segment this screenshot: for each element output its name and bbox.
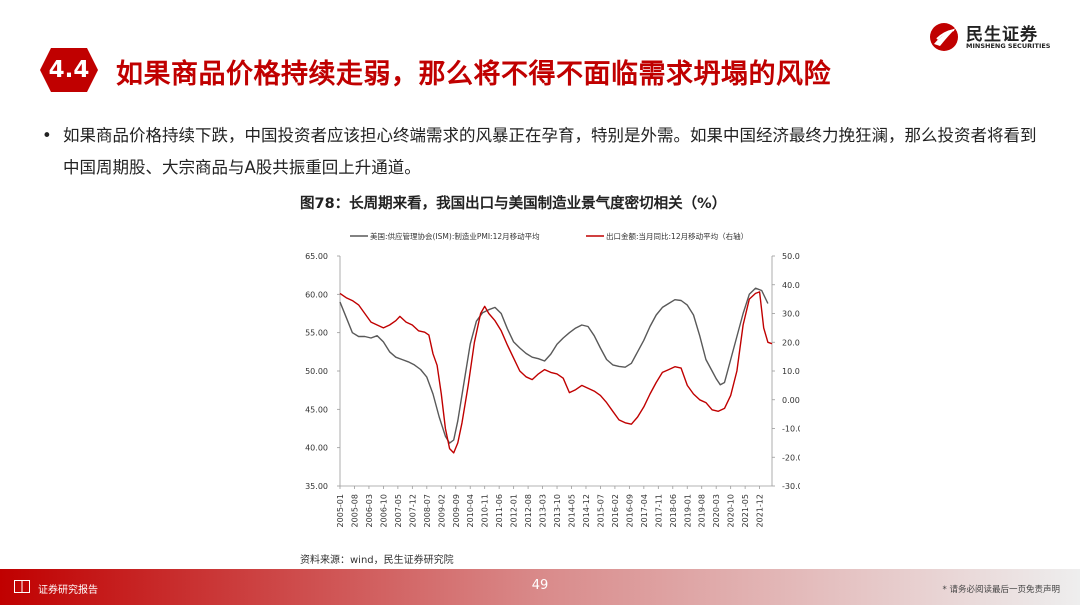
x-axis-tick-label: 2007-05 bbox=[394, 494, 403, 527]
right-axis-tick-label: 40.00 bbox=[782, 281, 800, 290]
x-axis-tick-label: 2014-05 bbox=[568, 494, 577, 527]
x-axis-tick-label: 2008-07 bbox=[423, 494, 432, 527]
footer-bar: 证券研究报告 49 * 请务必阅读最后一页免责声明 bbox=[0, 569, 1080, 605]
series-line-us-ism-pmi bbox=[339, 287, 769, 444]
right-axis-tick-label: -20.00 bbox=[782, 453, 800, 462]
x-axis-tick-label: 2021-12 bbox=[756, 494, 765, 527]
brand-name: 民生证券 bbox=[966, 25, 1038, 45]
series-line-china-export-yoy bbox=[339, 291, 773, 454]
left-axis-tick-label: 50.00 bbox=[305, 367, 328, 376]
page-title: 如果商品价格持续走弱，那么将不得不面临需求坍塌的风险 bbox=[116, 59, 831, 90]
left-axis-tick-label: 35.00 bbox=[305, 482, 328, 491]
chart-legend: 美国:供应管理协会(ISM):制造业PMI:12月移动平均 出口金额:当月同比:… bbox=[350, 231, 748, 241]
x-axis-tick-label: 2005-08 bbox=[350, 494, 359, 527]
x-axis-tick-label: 2013-03 bbox=[539, 494, 548, 527]
brand-name-en: MINSHENG SECURITIES bbox=[966, 42, 1051, 50]
x-axis-tick-label: 2013-10 bbox=[553, 494, 562, 527]
right-axis-tick-label: -30.00 bbox=[782, 482, 800, 491]
right-axis-tick-label: 50.00 bbox=[782, 252, 800, 261]
x-axis-tick-label: 2011-06 bbox=[495, 494, 504, 527]
x-axis-tick-label: 2020-10 bbox=[727, 494, 736, 527]
right-axis-tick-label: 0.00 bbox=[782, 396, 800, 405]
footer-report-label: 证券研究报告 bbox=[38, 585, 98, 596]
right-axis-tick-label: -10.00 bbox=[782, 425, 800, 434]
left-axis-tick-label: 55.00 bbox=[305, 329, 328, 338]
x-axis-tick-label: 2014-12 bbox=[582, 494, 591, 527]
x-axis-tick-label: 2017-04 bbox=[640, 494, 649, 527]
x-axis-ticks: 2005-01 2005-08 2006-03 2006-10 2007-05 2007-… bbox=[336, 486, 765, 527]
bullet-text: 如果商品价格持续下跌，中国投资者应该担心终端需求的风暴正在孕育，特别是外需。如果… bbox=[63, 126, 1037, 177]
x-axis-tick-label: 2012-08 bbox=[524, 494, 533, 527]
x-axis-tick-label: 2010-11 bbox=[481, 494, 490, 527]
x-axis-tick-label: 2016-02 bbox=[611, 494, 620, 527]
page-number: 49 bbox=[531, 578, 549, 593]
x-axis-tick-label: 2017-11 bbox=[654, 494, 663, 527]
right-axis-tick-label: 20.00 bbox=[782, 338, 800, 347]
chart-axes: 35.00 40.00 45.00 50.00 55.00 60.00 65.00 -30.0… bbox=[305, 252, 800, 491]
left-axis-tick-label: 65.00 bbox=[305, 252, 328, 261]
legend-label-export: 出口金额:当月同比:12月移动平均（右轴） bbox=[606, 231, 748, 241]
brand-logo: 民生证券 MINSHENG SECURITIES bbox=[928, 20, 1051, 54]
x-axis-tick-label: 2019-08 bbox=[698, 494, 707, 527]
x-axis-tick-label: 2005-01 bbox=[336, 494, 345, 527]
x-axis-tick-label: 2007-12 bbox=[408, 494, 417, 527]
left-axis-tick-label: 60.00 bbox=[305, 290, 328, 299]
x-axis-tick-label: 2009-09 bbox=[452, 494, 461, 527]
figure-title: 图78：长周期来看，我国出口与美国制造业景气度密切相关（%） bbox=[300, 196, 727, 212]
x-axis-tick-label: 2009-02 bbox=[437, 494, 446, 527]
x-axis-tick-label: 2016-09 bbox=[625, 494, 634, 527]
brand-mark-icon bbox=[930, 23, 958, 51]
x-axis-tick-label: 2021-05 bbox=[741, 494, 750, 527]
x-axis-tick-label: 2020-03 bbox=[712, 494, 721, 527]
x-axis-tick-label: 2018-06 bbox=[669, 494, 678, 527]
left-axis-tick-label: 40.00 bbox=[305, 444, 328, 453]
bullet-paragraph: • 如果商品价格持续下跌，中国投资者应该担心终端需求的风暴正在孕育，特别是外需。… bbox=[42, 120, 1042, 184]
book-icon bbox=[14, 580, 30, 593]
dual-axis-line-chart: 美国:供应管理协会(ISM):制造业PMI:12月移动平均 出口金额:当月同比:… bbox=[305, 231, 800, 527]
bullet-dot-icon: • bbox=[42, 126, 52, 145]
figure-source: 资料来源：wind，民生证券研究院 bbox=[300, 555, 454, 566]
x-axis-tick-label: 2006-03 bbox=[365, 494, 374, 527]
right-axis-tick-label: 10.00 bbox=[782, 367, 800, 376]
section-badge-icon bbox=[40, 48, 98, 92]
legend-label-pmi: 美国:供应管理协会(ISM):制造业PMI:12月移动平均 bbox=[370, 231, 540, 241]
x-axis-tick-label: 2012-01 bbox=[510, 494, 519, 527]
left-axis-tick-label: 45.00 bbox=[305, 405, 328, 414]
x-axis-tick-label: 2010-04 bbox=[466, 494, 475, 527]
chart-series bbox=[339, 287, 773, 454]
footer-disclaimer: * 请务必阅读最后一页免责声明 bbox=[942, 585, 1060, 595]
x-axis-tick-label: 2006-10 bbox=[379, 494, 388, 527]
section-number: 4.4 bbox=[48, 57, 90, 83]
x-axis-tick-label: 2019-01 bbox=[683, 494, 692, 527]
x-axis-tick-label: 2015-07 bbox=[596, 494, 605, 527]
right-axis-tick-label: 30.00 bbox=[782, 310, 800, 319]
